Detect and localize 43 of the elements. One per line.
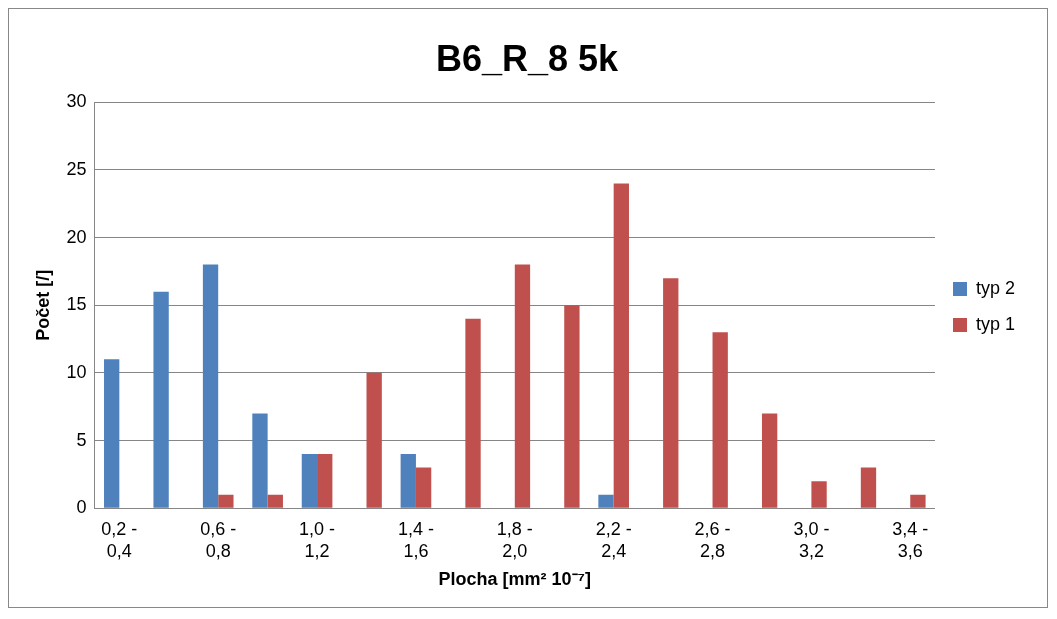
- bar: [663, 278, 679, 508]
- y-tick-label: 25: [66, 158, 87, 179]
- bar: [465, 318, 481, 508]
- bar: [301, 454, 318, 508]
- bar: [613, 183, 629, 508]
- bar: [514, 264, 531, 508]
- bar: [252, 413, 268, 508]
- bar: [366, 372, 382, 508]
- legend-label: typ 2: [975, 277, 1016, 298]
- x-tick-label: 2,2 - 2,4: [595, 518, 632, 561]
- y-tick-label: 15: [66, 294, 87, 315]
- x-tick-label: 1,0 - 1,2: [299, 518, 336, 561]
- x-tick-label: 3,4 - 3,6: [892, 518, 929, 561]
- bar: [153, 291, 169, 508]
- x-tick-label: 1,4 - 1,6: [397, 518, 434, 561]
- bar: [415, 467, 432, 508]
- bar: [860, 467, 877, 508]
- chart-title: B6_R_8 5k: [435, 37, 620, 79]
- bar: [317, 454, 333, 508]
- bar: [218, 494, 234, 508]
- y-tick-label: 20: [66, 226, 87, 247]
- bar: [761, 413, 778, 508]
- bar: [910, 494, 926, 508]
- y-tick-label: 5: [76, 429, 87, 450]
- x-tick-label: 3,0 - 3,2: [793, 518, 830, 561]
- bar: [564, 305, 580, 508]
- x-tick-label: 1,8 - 2,0: [496, 518, 533, 561]
- x-tick-label: 0,2 - 0,4: [101, 518, 138, 561]
- bar: [811, 481, 827, 508]
- bar: [400, 454, 416, 508]
- bar: [267, 494, 283, 508]
- x-tick-label: 2,6 - 2,8: [694, 518, 731, 561]
- bar: [598, 494, 614, 508]
- y-tick-label: 0: [76, 497, 87, 518]
- bar: [712, 332, 728, 508]
- x-axis-title: Plocha [mm² 10⁻⁷]: [438, 569, 592, 590]
- bar: [202, 264, 219, 508]
- y-axis-title: Počet [/]: [32, 269, 53, 341]
- bar: [104, 359, 120, 508]
- legend-label: typ 1: [975, 313, 1016, 334]
- y-tick-label: 10: [66, 361, 87, 382]
- x-tick-label: 0,6 - 0,8: [200, 518, 237, 561]
- y-tick-label: 30: [66, 91, 87, 112]
